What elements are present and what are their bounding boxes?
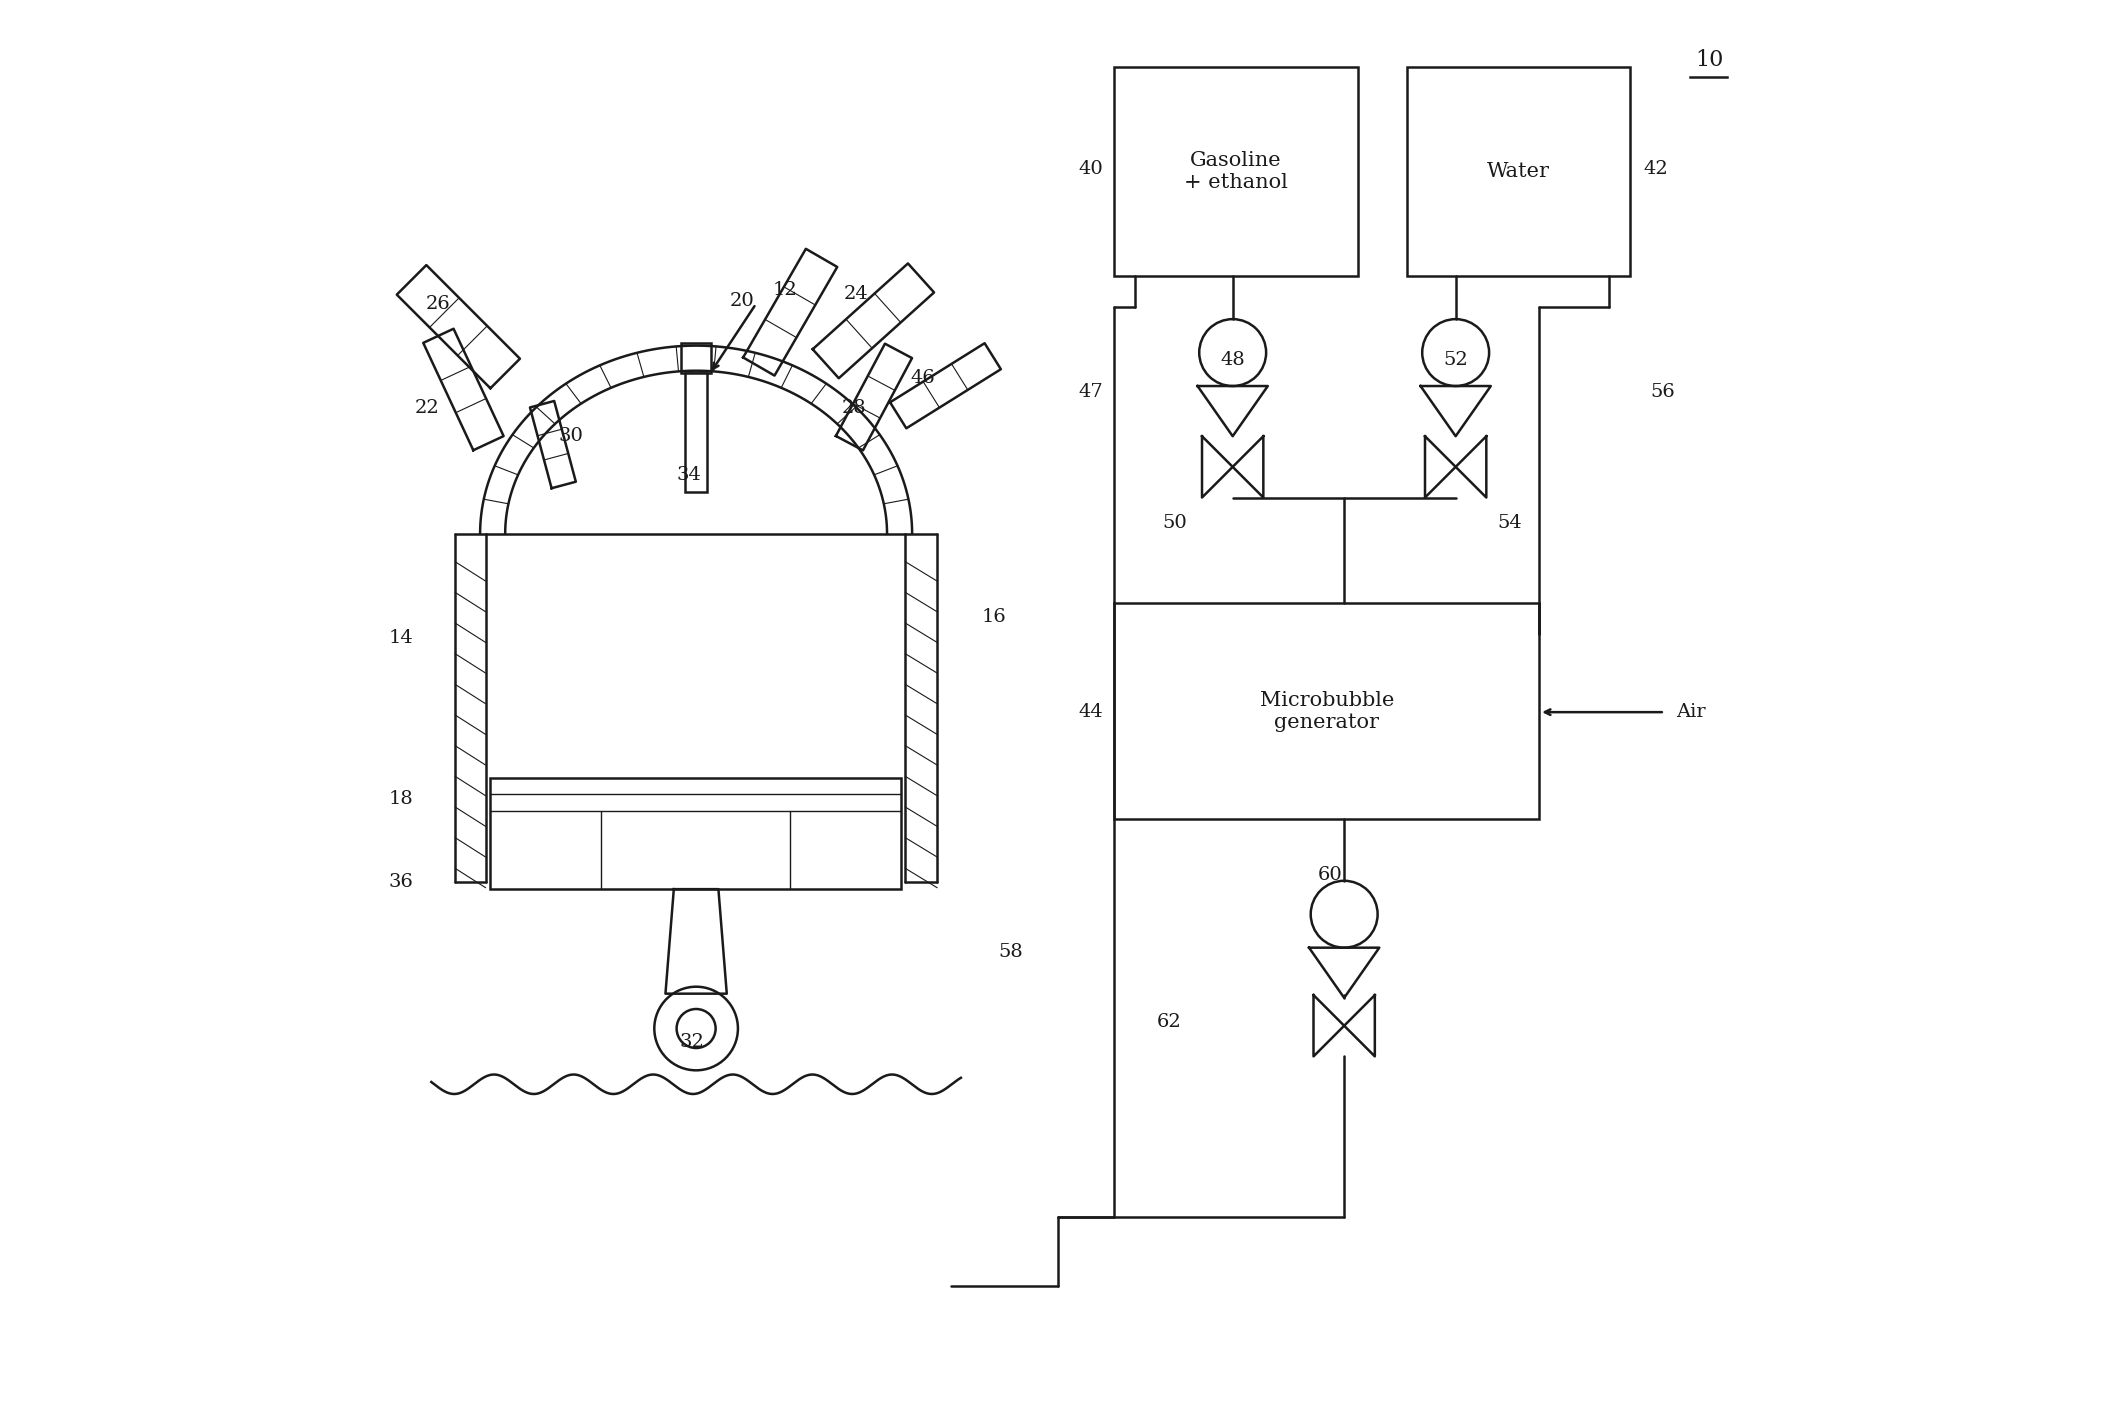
Text: 50: 50: [1163, 513, 1186, 531]
Text: Water: Water: [1487, 161, 1550, 181]
Text: Air: Air: [1676, 704, 1706, 721]
Text: 34: 34: [677, 467, 702, 484]
Bar: [686, 373, 707, 492]
Text: 22: 22: [414, 400, 440, 418]
Bar: [681, 343, 711, 373]
Text: 30: 30: [557, 428, 583, 446]
Text: 28: 28: [841, 400, 866, 418]
Text: 12: 12: [772, 280, 797, 299]
Text: 46: 46: [911, 369, 936, 387]
Text: 58: 58: [999, 944, 1024, 960]
Text: 20: 20: [730, 292, 755, 310]
Bar: [1407, 67, 1630, 276]
Text: Gasoline
+ ethanol: Gasoline + ethanol: [1184, 151, 1289, 192]
Text: 10: 10: [1695, 49, 1724, 72]
Text: 40: 40: [1079, 160, 1104, 178]
Text: 62: 62: [1157, 1012, 1182, 1030]
Text: 24: 24: [843, 285, 869, 303]
Bar: [1115, 603, 1539, 819]
Bar: [490, 778, 900, 889]
Text: 16: 16: [982, 608, 1007, 627]
Text: 26: 26: [427, 294, 450, 313]
Text: 47: 47: [1079, 383, 1104, 401]
Text: 42: 42: [1645, 160, 1668, 178]
Text: 52: 52: [1443, 350, 1468, 369]
Text: 56: 56: [1651, 383, 1676, 401]
Text: 14: 14: [389, 629, 412, 648]
Text: 18: 18: [389, 789, 412, 808]
Text: 32: 32: [679, 1033, 705, 1052]
Text: Microbubble
generator: Microbubble generator: [1260, 691, 1394, 732]
Text: 44: 44: [1079, 704, 1104, 721]
Bar: [1115, 67, 1359, 276]
Text: 36: 36: [389, 873, 412, 892]
Text: 54: 54: [1497, 513, 1523, 531]
Text: 60: 60: [1319, 866, 1342, 885]
Text: 48: 48: [1220, 350, 1245, 369]
